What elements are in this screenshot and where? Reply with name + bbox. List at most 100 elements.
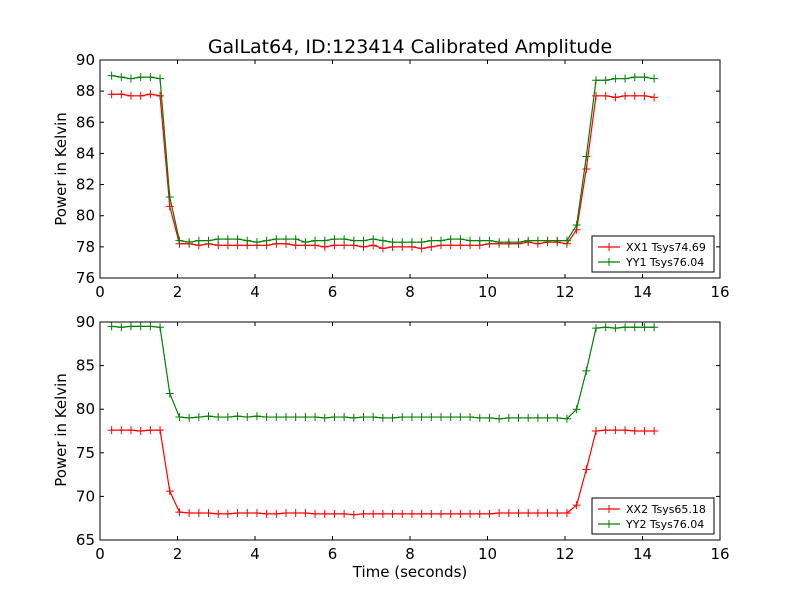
- top-series-2-point: [650, 74, 659, 83]
- top-series-1-point: [621, 91, 630, 100]
- bottom-series-2-point: [330, 413, 339, 422]
- top-series-1-point: [107, 90, 116, 99]
- top-series-2-point: [349, 236, 358, 245]
- bottom-plot-area: 0 2 4 6 8 10 12 14 16 65 70 75 80 85 90 XX2 Tsys65.18 YY…: [76, 313, 730, 563]
- bottom-series-1-point: [611, 426, 620, 435]
- bottom-series-2-point: [156, 323, 165, 332]
- bottom-series-1-point: [117, 426, 126, 435]
- bottom-series-2-point: [524, 413, 533, 422]
- top-series-2-point: [611, 74, 620, 83]
- top-series-2-point: [572, 221, 581, 230]
- top-y-tick-label: 86: [76, 113, 95, 131]
- bottom-series-2-point: [640, 323, 649, 332]
- top-plot-area: 0 2 4 6 8 10 12 14 16 76 78 80 82 84 86 88 90 XX1 Tsys74.…: [76, 51, 730, 301]
- bottom-series-2-point: [437, 413, 445, 422]
- top-series-2-point: [165, 193, 174, 202]
- bottom-series-2-point: [204, 412, 213, 421]
- top-x-tick-label: 8: [405, 283, 415, 301]
- bottom-series-2-point: [136, 322, 145, 331]
- top-series-2-point: [495, 238, 504, 247]
- bottom-series-2-point: [456, 413, 465, 422]
- top-series-1-point: [630, 91, 639, 100]
- bottom-series-2-point: [165, 389, 174, 398]
- bottom-series-1-point: [175, 508, 184, 517]
- bottom-series-1-point: [107, 426, 116, 435]
- top-series-2-point: [175, 236, 184, 245]
- top-series-2-point: [272, 235, 281, 244]
- bottom-legend-marker-1: [605, 505, 613, 513]
- top-series-1-point: [156, 91, 165, 100]
- bottom-series-1-point: [466, 509, 475, 518]
- bottom-series-1-point: [572, 501, 581, 510]
- top-series-2-point: [204, 236, 213, 245]
- bottom-legend-box: [591, 497, 715, 535]
- top-series-2-point: [427, 236, 436, 245]
- top-y-tick-label: 90: [76, 51, 95, 69]
- bottom-x-tick-label: 14: [633, 545, 652, 563]
- top-series-2-point: [214, 235, 223, 244]
- top-series-2-point: [553, 236, 562, 245]
- bottom-x-tick-label: 16: [710, 545, 729, 563]
- bottom-series-1-point: [601, 426, 610, 435]
- top-series-2-point: [301, 238, 310, 247]
- top-series-2-point: [543, 236, 552, 245]
- bottom-series-2-point: [485, 413, 494, 422]
- top-series-2-point: [398, 238, 407, 247]
- bottom-series-1-point: [630, 427, 639, 435]
- bottom-series-2-point: [504, 413, 513, 422]
- bottom-series-2-point: [369, 413, 378, 422]
- bottom-series-1-point: [146, 426, 155, 435]
- bottom-series-1-point: [640, 427, 649, 435]
- bottom-series-1-point: [504, 508, 513, 517]
- top-series-2-point: [117, 73, 126, 82]
- bottom-series-2-point: [398, 413, 407, 422]
- bottom-series-2-point: [611, 324, 620, 333]
- top-y-tick-label: 80: [76, 207, 95, 225]
- bottom-series-1-point: [369, 509, 378, 518]
- top-series-2-point: [621, 74, 630, 83]
- bottom-y-tick-label: 75: [76, 444, 95, 462]
- top-series-2-point: [437, 236, 445, 245]
- bottom-series-2-point: [582, 366, 591, 375]
- bottom-series-2-point: [146, 322, 155, 331]
- bottom-legend: XX2 Tsys65.18 YY2 Tsys76.04: [591, 497, 715, 535]
- bottom-series-2-point: [194, 413, 203, 422]
- top-series-2-point: [127, 74, 135, 83]
- bottom-x-tick-label: 12: [555, 545, 574, 563]
- bottom-x-axis-label: Time (seconds): [352, 563, 468, 581]
- top-series-1-point: [117, 90, 126, 99]
- bottom-series-2-point: [291, 413, 300, 422]
- top-series-2-point: [185, 238, 194, 247]
- bottom-series-2-point: [553, 413, 562, 422]
- bottom-series-1-point: [533, 508, 542, 517]
- bottom-series-1-point: [485, 509, 494, 518]
- top-series-1-point: [611, 93, 620, 102]
- top-y-tick-label: 76: [76, 269, 95, 287]
- bottom-series-2-point: [107, 322, 116, 331]
- top-legend-marker-2: [605, 258, 613, 266]
- bottom-series-1-point: [407, 509, 416, 518]
- top-series-1-point: [127, 91, 135, 100]
- bottom-series-1-point: [456, 509, 465, 518]
- top-series-2-point: [340, 235, 349, 244]
- top-series-2-point: [311, 236, 320, 245]
- bottom-series-1-point: [291, 508, 300, 517]
- top-series-2-point: [485, 236, 494, 245]
- top-series-1-point: [640, 91, 649, 100]
- bottom-series-2-point: [543, 413, 552, 422]
- bottom-series-1-point: [311, 509, 320, 518]
- top-y-tick-label: 78: [76, 238, 95, 256]
- top-series-2-point: [533, 236, 542, 245]
- bottom-series-2-point: [388, 413, 397, 422]
- top-series-2-point: [136, 73, 145, 82]
- top-legend-box: [591, 235, 715, 273]
- bottom-series-2-point: [223, 413, 232, 422]
- bottom-series-1-point: [252, 508, 261, 517]
- top-x-tick-label: 16: [710, 283, 729, 301]
- bottom-series-1-point: [194, 508, 203, 517]
- top-series-2-point: [407, 238, 416, 247]
- bottom-x-tick-label: 4: [250, 545, 260, 563]
- top-series-2-point: [504, 238, 513, 247]
- top-series-2-point: [640, 73, 649, 82]
- top-series-2-point: [223, 235, 232, 244]
